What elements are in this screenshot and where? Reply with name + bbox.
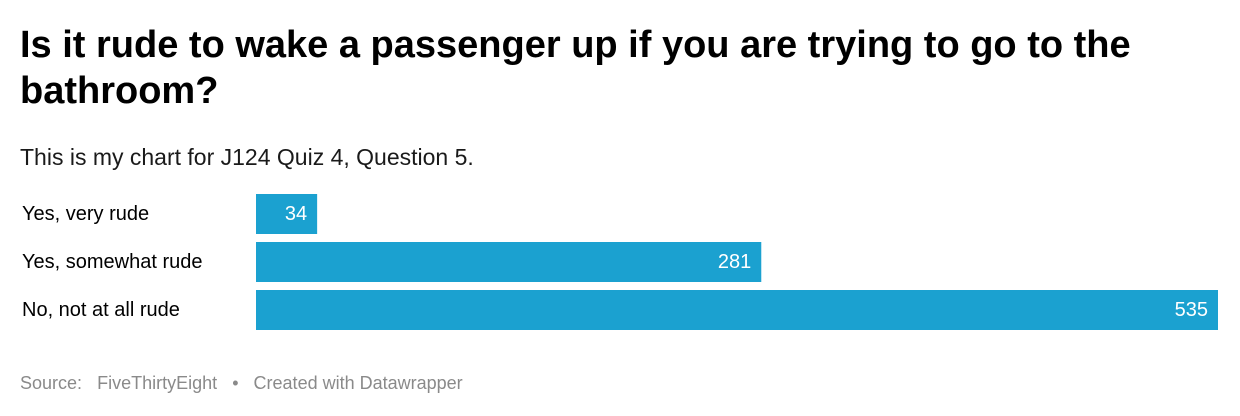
bar-value-label-no-not-at-all-rude: 535 — [1175, 299, 1208, 321]
chart-title: Is it rude to wake a passenger up if you… — [20, 24, 1131, 112]
bar-yes-very-rude — [256, 194, 318, 234]
bar-value-label-yes-very-rude: 34 — [285, 203, 307, 225]
category-label-yes-very-rude: Yes, very rude — [22, 203, 149, 225]
footer-separator: • — [232, 373, 239, 393]
bar-yes-somewhat-rude — [256, 242, 762, 282]
source-label: Source: — [20, 373, 83, 393]
category-label-no-not-at-all-rude: No, not at all rude — [22, 299, 180, 321]
chart-subtitle: This is my chart for J124 Quiz 4, Questi… — [20, 144, 474, 170]
credit-text: Created with Datawrapper — [253, 373, 463, 393]
bar-value-label-yes-somewhat-rude: 281 — [718, 251, 751, 273]
category-label-yes-somewhat-rude: Yes, somewhat rude — [22, 251, 202, 273]
bar-no-not-at-all-rude — [256, 290, 1218, 330]
source-name: FiveThirtyEight — [97, 373, 218, 393]
chart-footer: Source: FiveThirtyEight • Created with D… — [20, 371, 463, 395]
